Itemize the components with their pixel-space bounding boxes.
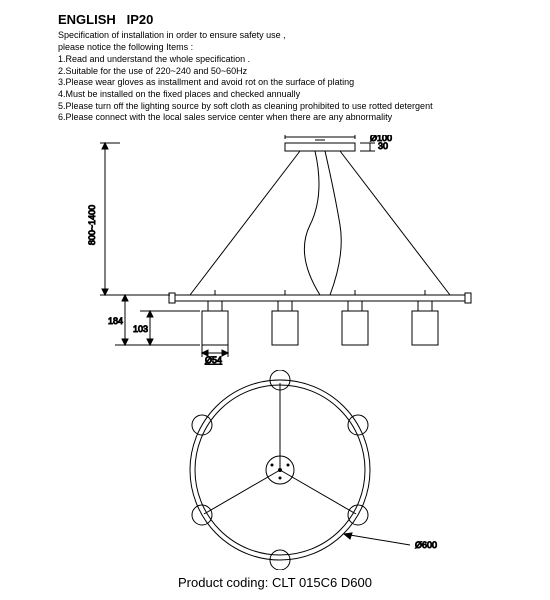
dim-bulb-dia: Ø54 [205,355,222,365]
dim-ring-dia: Ø600 [415,540,437,550]
intro-line-1: Specification of installation in order t… [58,30,286,40]
spec-list: 1.Read and understand the whole specific… [58,54,433,124]
code-label: Product coding: [178,575,268,590]
spec-item-2: 2.Suitable for the use of 220~240 and 50… [58,66,433,78]
language-label: ENGLISH IP20 [58,12,153,27]
spec-item-1: 1.Read and understand the whole specific… [58,54,433,66]
side-view-diagram: Ø100 30 800~1400 [50,135,500,365]
spec-item-6: 6.Please connect with the local sales se… [58,112,433,124]
rating-text: IP20 [127,12,154,27]
spec-intro: Specification of installation in order t… [58,30,286,53]
dim-bar-h: 184 [108,316,123,326]
top-view-diagram: Ø600 [100,370,480,570]
spec-item-4: 4.Must be installed on the fixed places … [58,89,433,101]
spec-item-3: 3.Please wear gloves as installment and … [58,77,433,89]
code-value: CLT 015C6 D600 [272,575,372,590]
dim-ceiling-h: 30 [378,141,388,151]
bulb-group [202,290,438,345]
intro-line-2: please notice the following Items : [58,42,193,52]
dim-bulb-h: 103 [133,324,148,334]
dim-drop: 800~1400 [87,205,97,245]
spec-item-5: 5.Please turn off the lighting source by… [58,101,433,113]
lang-text: ENGLISH [58,12,116,27]
product-code: Product coding: CLT 015C6 D600 [0,575,550,590]
